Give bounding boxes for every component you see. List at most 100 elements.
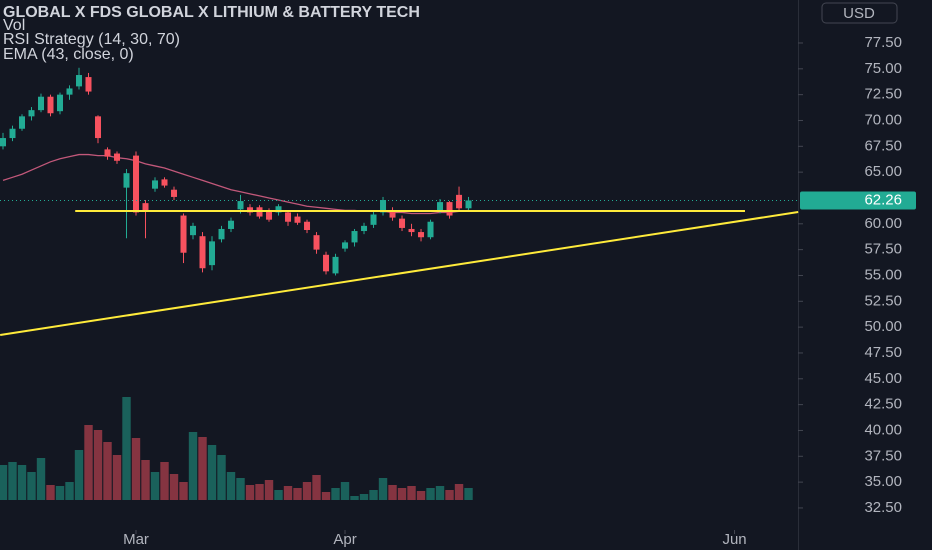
candle-body [171, 189, 178, 197]
candle-body [190, 225, 197, 236]
candle-body [28, 110, 35, 117]
volume-bar [65, 482, 74, 500]
candle-body [142, 203, 149, 211]
candle-body [114, 153, 121, 161]
volume-bar [27, 472, 36, 500]
candle-body [275, 206, 282, 213]
candle-body [47, 96, 54, 114]
candle-body [218, 228, 225, 240]
volume-bar [46, 485, 55, 500]
candle-body [399, 218, 406, 228]
volume-bar [407, 486, 416, 500]
y-tick-label: 42.50 [864, 396, 902, 413]
candle-body [19, 116, 26, 129]
volume-bar [169, 474, 179, 500]
y-tick-label: 47.50 [864, 344, 902, 361]
volume-bar [36, 458, 46, 500]
volume-bar [397, 488, 407, 500]
volume-bar [378, 478, 388, 500]
candle-body [57, 94, 64, 112]
volume-bar [359, 494, 369, 500]
candle-body [66, 88, 73, 95]
last-price-label: 62.26 [864, 191, 902, 208]
y-tick-label: 35.00 [864, 473, 902, 490]
last-price-box [800, 191, 916, 210]
volume-bar [331, 488, 340, 500]
candle-body [0, 138, 7, 147]
volume-bar [207, 445, 217, 500]
candle-body [361, 225, 368, 232]
volume-bar [435, 486, 445, 500]
candle-body [266, 211, 273, 220]
candle-body [313, 235, 320, 250]
y-tick-label: 60.00 [864, 215, 902, 232]
volume-bar [302, 482, 312, 500]
indicator-label: Vol [3, 17, 25, 34]
volume-bar [226, 472, 236, 500]
candle-body [294, 216, 301, 223]
candle-body [427, 221, 434, 238]
trend-line [0, 211, 799, 336]
candle-body [76, 75, 83, 87]
volume-bar [264, 480, 274, 500]
volume-bar [74, 450, 84, 500]
volume-bar [17, 465, 27, 500]
candle-body [389, 210, 396, 218]
y-tick-label: 65.00 [864, 163, 902, 180]
candle-body [332, 256, 339, 274]
volume-bar [464, 488, 473, 500]
volume-bar [283, 486, 293, 500]
candle-body [180, 215, 187, 253]
y-tick-label: 75.00 [864, 60, 902, 77]
candle-body [285, 212, 292, 222]
candle-body [437, 202, 444, 211]
volume-bar [217, 455, 226, 500]
indicator-label: EMA (43, close, 0) [3, 46, 134, 63]
volume-bar [198, 437, 207, 500]
volume-bar [236, 478, 245, 500]
volume-bar [293, 488, 302, 500]
candle-body [9, 128, 16, 139]
volume-bar [103, 442, 112, 500]
volume-bar [321, 492, 331, 500]
y-tick-label: 45.00 [864, 370, 902, 387]
candle-body [38, 96, 45, 111]
y-tick-label: 67.50 [864, 137, 902, 154]
volume-bar [255, 484, 264, 500]
volume-bar [84, 425, 93, 500]
volume-bar [388, 485, 397, 500]
candle-body [133, 155, 140, 213]
volume-bar [416, 491, 426, 500]
currency-label[interactable]: USD [843, 5, 875, 22]
indicator-label: RSI Strategy (14, 30, 70) [3, 31, 180, 48]
candle-body [304, 221, 311, 231]
candle-body [161, 179, 168, 186]
currency-button[interactable] [821, 2, 898, 24]
volume-bar [160, 462, 169, 500]
volume-bar [122, 397, 131, 500]
volume-bar [426, 488, 435, 500]
y-tick-label: 37.50 [864, 447, 902, 464]
candle-body [370, 214, 377, 225]
volume-bar [454, 484, 464, 500]
candle-body [342, 242, 349, 249]
volume-bar [150, 472, 160, 500]
volume-bar [340, 482, 350, 500]
candle-body [351, 231, 358, 243]
y-tick-label: 72.50 [864, 86, 902, 103]
candle-body [380, 200, 387, 213]
volume-bar [312, 475, 321, 500]
candle-body [152, 180, 159, 189]
y-tick-label: 70.00 [864, 111, 902, 128]
x-tick-label: Apr [333, 531, 356, 548]
candle-body [209, 241, 216, 266]
x-tick-label: Mar [123, 531, 149, 548]
volume-bar [8, 462, 17, 500]
volume-bar [445, 490, 454, 500]
y-tick-label: 52.50 [864, 292, 902, 309]
candle-body [465, 200, 472, 209]
candle-body [228, 220, 235, 229]
volume-bar [55, 486, 65, 500]
